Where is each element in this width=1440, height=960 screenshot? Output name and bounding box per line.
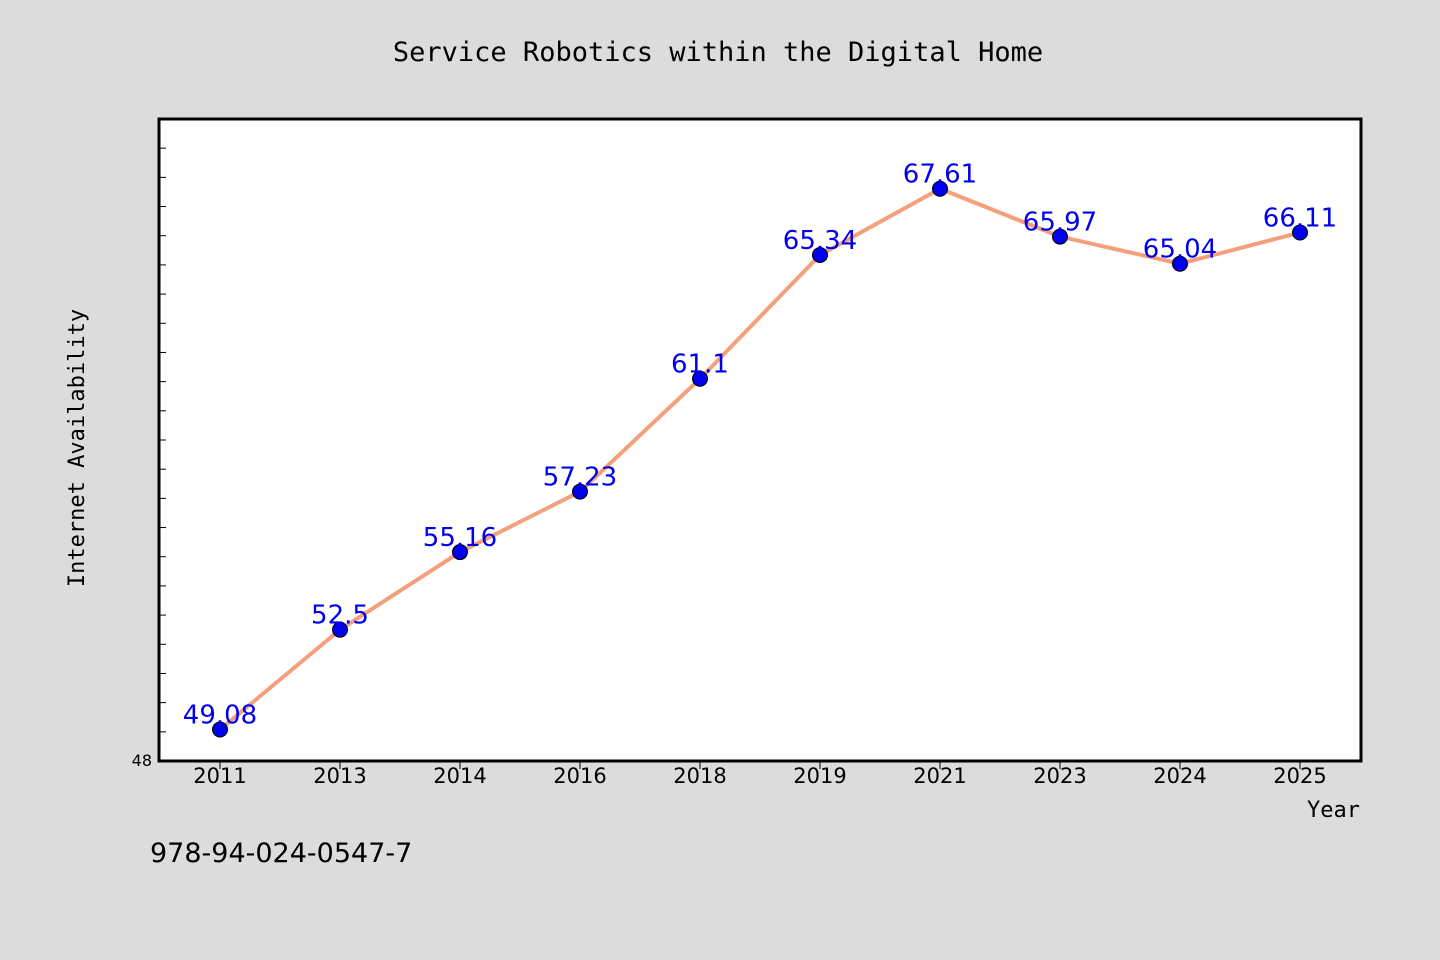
data-label: 66.11 — [1263, 204, 1337, 234]
series-line — [218, 186, 1302, 732]
x-tick-label: 2011 — [193, 764, 246, 788]
x-tick-label: 2019 — [793, 764, 846, 788]
data-label: 67.61 — [903, 160, 977, 190]
data-label: 61.1 — [671, 350, 729, 380]
x-tick-label: 2021 — [913, 764, 966, 788]
data-point — [812, 246, 828, 263]
x-tick-label: 2013 — [313, 764, 366, 788]
data-label: 65.04 — [1143, 235, 1217, 265]
y-axis-ticks — [159, 147, 166, 733]
x-axis-label: Year — [1307, 798, 1360, 823]
data-label: 57.23 — [543, 463, 617, 493]
footer-isbn: 978-94-024-0547-7 — [150, 838, 412, 869]
x-tick-label: 2025 — [1273, 764, 1326, 788]
data-label: 65.97 — [1023, 208, 1097, 238]
data-point — [452, 544, 468, 561]
data-point — [1292, 224, 1308, 241]
x-tick-label: 2023 — [1033, 764, 1086, 788]
y-axis-label: Internet Availability — [65, 309, 90, 587]
x-axis-ticks: 2011 2013 2014 2016 2018 2019 2021 2023 2024 2025 — [193, 761, 1327, 788]
series-line-group — [218, 186, 1302, 732]
y-tick-label: 48 — [132, 751, 152, 770]
data-point — [572, 483, 588, 500]
data-point — [332, 621, 348, 638]
data-labels: 49.08 52.5 55.16 57.23 61.1 65.34 67.61 65.97 65… — [183, 160, 1337, 731]
data-point — [692, 370, 708, 387]
x-tick-label: 2024 — [1153, 764, 1206, 788]
data-point — [212, 721, 228, 738]
x-tick-label: 2016 — [553, 764, 606, 788]
data-point — [1172, 255, 1188, 272]
data-label: 52.5 — [311, 601, 369, 631]
plot-area — [157, 117, 1363, 763]
chart-title: Service Robotics within the Digital Home — [393, 37, 1043, 68]
data-label: 55.16 — [423, 523, 497, 553]
data-label: 49.08 — [183, 700, 257, 730]
data-markers — [212, 180, 1308, 738]
x-tick-label: 2018 — [673, 764, 726, 788]
data-point — [932, 180, 948, 197]
data-label: 65.34 — [783, 226, 857, 256]
x-tick-label: 2014 — [433, 764, 486, 788]
data-point — [1052, 228, 1068, 245]
